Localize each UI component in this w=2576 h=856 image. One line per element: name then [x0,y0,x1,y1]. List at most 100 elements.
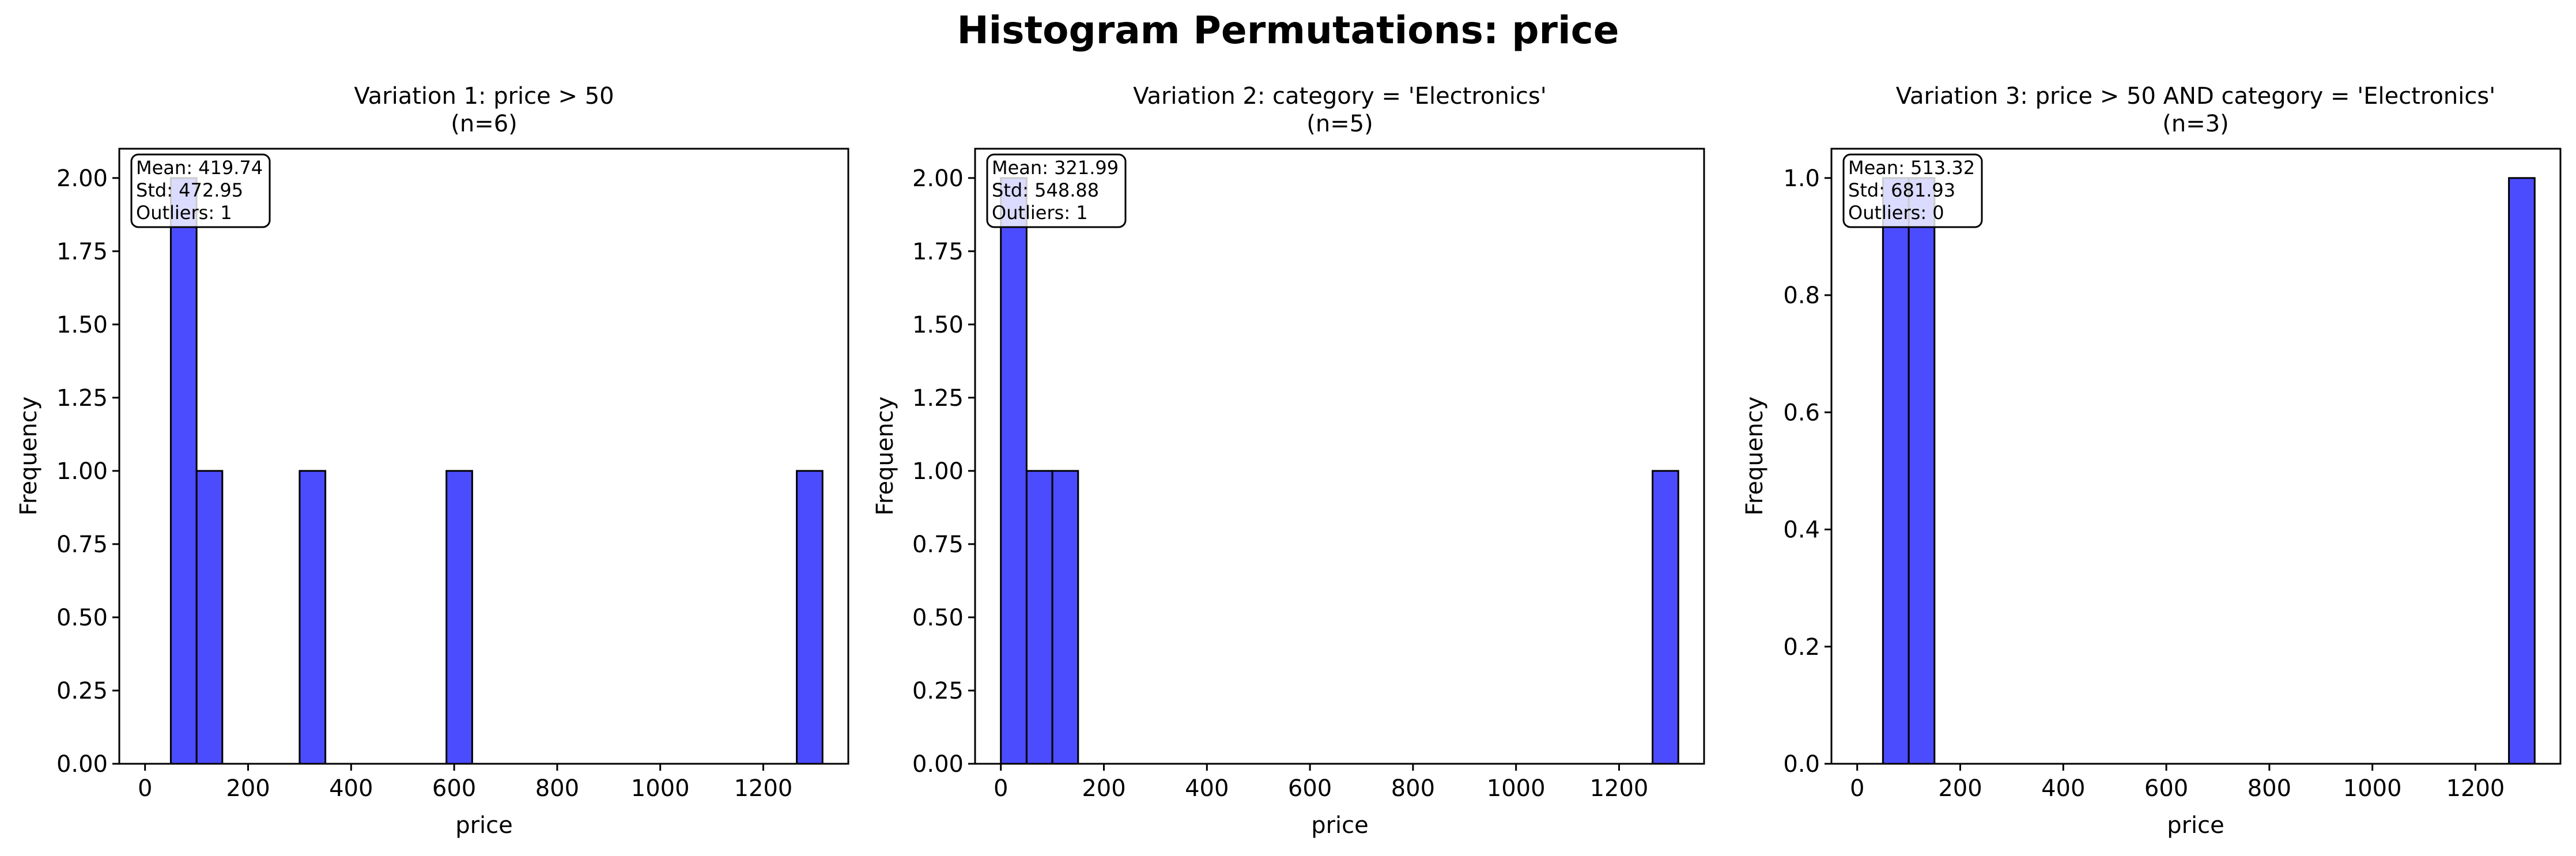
panel-2-ytick-label: 0.75 [912,531,964,558]
panel-2-xtick-label: 400 [1185,775,1229,802]
panel-2-yticks: 0.00 0.25 0.50 0.75 1.00 1.25 1.50 1.75 2.00 [912,165,975,778]
panel-1-ylabel: Frequency [16,397,42,516]
panel-3-bars [1882,177,2536,765]
panel-2: Variation 2: category = 'Electronics' (n… [872,83,1705,839]
panel-3-subtitle: (n=3) [2162,111,2229,137]
panel-3-stats-box: Mean: 513.32 Std: 681.93 Outliers: 0 [1842,153,1983,228]
panel-2-stats-box: Mean: 321.99 Std: 548.88 Outliers: 1 [986,153,1127,228]
panel-3-xticks: 0 200 400 600 800 1000 1200 [1850,764,2505,802]
panel-1-bar-4 [445,470,473,765]
panel-2-xtick-label: 600 [1288,775,1332,802]
panel-3-xtick-label: 0 [1850,775,1864,802]
panel-1-xticks: 0 200 400 600 800 1000 1200 [138,764,792,802]
panel-3: Variation 3: price > 50 AND category = '… [1742,83,2562,839]
panel-2-stats-std: Std: 548.88 [992,179,1099,201]
panel-3-title: Variation 3: price > 50 AND category = '… [1896,83,2495,110]
panel-2-ytick-label: 0.50 [912,605,964,631]
panel-2-xtick-label: 800 [1391,775,1435,802]
panel-2-bar-4 [1652,470,1679,765]
panel-3-axes-frame [1830,148,2562,765]
panel-3-stats-outliers: Outliers: 0 [1848,202,1944,224]
panel-2-bar-2 [1025,470,1053,765]
panel-1-subtitle: (n=6) [451,111,518,137]
panel-2-stats-frame [986,153,1127,228]
panel-1-stats-box: Mean: 419.74 Std: 472.95 Outliers: 1 [130,153,271,228]
panel-3-ylabel: Frequency [1742,397,1768,516]
panel-1-bar-5 [796,470,824,765]
panel-1-ytick-label: 1.50 [56,312,108,338]
panel-3-bar-1 [1882,177,1910,765]
panel-1-xtick-label: 0 [138,775,152,802]
panel-2-xticks: 0 200 400 600 800 1000 1200 [994,764,1648,802]
panel-1-ytick-label: 0.25 [56,678,108,704]
panel-1-xlabel: price [455,812,513,839]
panel-2-ytick-label: 0.00 [912,751,964,778]
panel-3-ytick-label: 0.2 [1783,634,1820,661]
panel-1-xtick-label: 800 [535,775,579,802]
panel-3-xtick-label: 1200 [2446,775,2505,802]
panel-3-stats-frame [1842,153,1983,228]
panel-2-ytick-label: 1.75 [912,239,964,265]
panel-2-ytick-label: 1.00 [912,458,964,485]
panel-1-stats-std: Std: 472.95 [136,179,243,201]
panel-2-axes-frame [974,148,1705,765]
panel-1-stats-mean: Mean: 419.74 [136,157,263,179]
panel-1-ytick-label: 1.75 [56,239,108,265]
panel-3-stats-std: Std: 681.93 [1848,179,1955,201]
panel-3-stats-mean: Mean: 513.32 [1848,157,1975,179]
panel-2-ylabel: Frequency [872,397,898,516]
panel-2-title: Variation 2: category = 'Electronics' [1133,83,1547,110]
panel-3-ytick-label: 0.0 [1783,751,1820,778]
panel-3-ytick-label: 0.8 [1783,282,1820,309]
panel-1-title: Variation 1: price > 50 [354,83,614,110]
panel-2-stats-mean: Mean: 321.99 [992,157,1119,179]
panel-1-bar-1 [169,177,198,765]
panel-1-xtick-label: 1200 [734,775,793,802]
panel-3-ytick-label: 0.6 [1783,399,1820,426]
panel-1-yticks: 0.00 0.25 0.50 0.75 1.00 1.25 1.50 1.75 2.00 [56,165,119,778]
panel-2-ytick-label: 1.50 [912,312,964,338]
panel-1-ytick-label: 1.25 [56,385,108,412]
panel-3-xlabel: price [2167,812,2224,839]
panel-2-ytick-label: 0.25 [912,678,964,704]
panel-1-bar-2 [195,470,224,765]
panel-2-xtick-label: 0 [994,775,1008,802]
panel-3-xtick-label: 200 [1938,775,1982,802]
panel-1-xtick-label: 400 [329,775,373,802]
panel-3-bar-2 [1908,177,1936,765]
panel-1-stats-outliers: Outliers: 1 [136,202,232,224]
panel-3-ytick-label: 1.0 [1783,165,1820,192]
panel-3-xtick-label: 600 [2144,775,2188,802]
panel-1-stats-frame [130,153,271,228]
panel-2-stats-outliers: Outliers: 1 [992,202,1088,224]
panel-1-ytick-label: 0.75 [56,531,108,558]
panel-1-xtick-label: 200 [226,775,270,802]
panel-1-bars [169,177,824,765]
panel-2-bar-1 [1000,177,1028,765]
panel-1-xtick-label: 600 [432,775,476,802]
panel-3-xtick-label: 400 [2041,775,2085,802]
panel-3-xtick-label: 1000 [2343,775,2402,802]
panel-1-axes-frame [118,148,849,765]
panel-3-bar-3 [2508,177,2536,765]
figure-title: Histogram Permutations: price [957,8,1619,52]
panel-2-bars [1000,177,1679,765]
panel-1: Variation 1: price > 50 (n=6) 0 200 400 600… [16,83,849,839]
panel-1-bar-3 [299,470,327,765]
panel-3-xtick-label: 800 [2248,775,2291,802]
panel-2-bar-3 [1051,470,1079,765]
panel-3-ytick-label: 0.4 [1783,517,1820,544]
panel-2-ytick-label: 2.00 [912,165,964,192]
panel-2-subtitle: (n=5) [1306,111,1373,137]
panel-1-xtick-label: 1000 [631,775,690,802]
panel-2-ytick-label: 1.25 [912,385,964,412]
panel-1-ytick-label: 1.00 [56,458,108,485]
panel-2-xlabel: price [1311,812,1369,839]
panel-3-yticks: 0.0 0.2 0.4 0.6 0.8 1.0 [1783,165,1831,778]
panel-1-ytick-label: 0.50 [56,605,108,631]
panel-1-ytick-label: 0.00 [56,751,108,778]
panel-1-ytick-label: 2.00 [56,165,108,192]
panel-2-xtick-label: 1000 [1487,775,1546,802]
panel-2-xtick-label: 200 [1082,775,1125,802]
